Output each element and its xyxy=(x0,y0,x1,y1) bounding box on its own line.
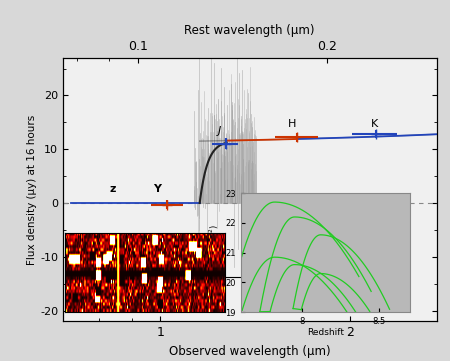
Text: z: z xyxy=(109,184,116,194)
Text: J: J xyxy=(218,126,221,136)
Y-axis label: Flux density (μy) at 16 hours: Flux density (μy) at 16 hours xyxy=(27,114,37,265)
Y-axis label: log(NH/cm$^{-2}$): log(NH/cm$^{-2}$) xyxy=(208,224,222,282)
Text: K: K xyxy=(371,119,378,129)
X-axis label: Rest wavelength (μm): Rest wavelength (μm) xyxy=(184,24,315,37)
Text: H: H xyxy=(288,119,296,129)
Text: SZ: SZ xyxy=(130,263,143,273)
Text: Y: Y xyxy=(153,184,162,194)
Text: J: J xyxy=(221,263,224,273)
X-axis label: Redshift: Redshift xyxy=(306,327,344,336)
X-axis label: Observed wavelength (μm): Observed wavelength (μm) xyxy=(169,345,331,358)
